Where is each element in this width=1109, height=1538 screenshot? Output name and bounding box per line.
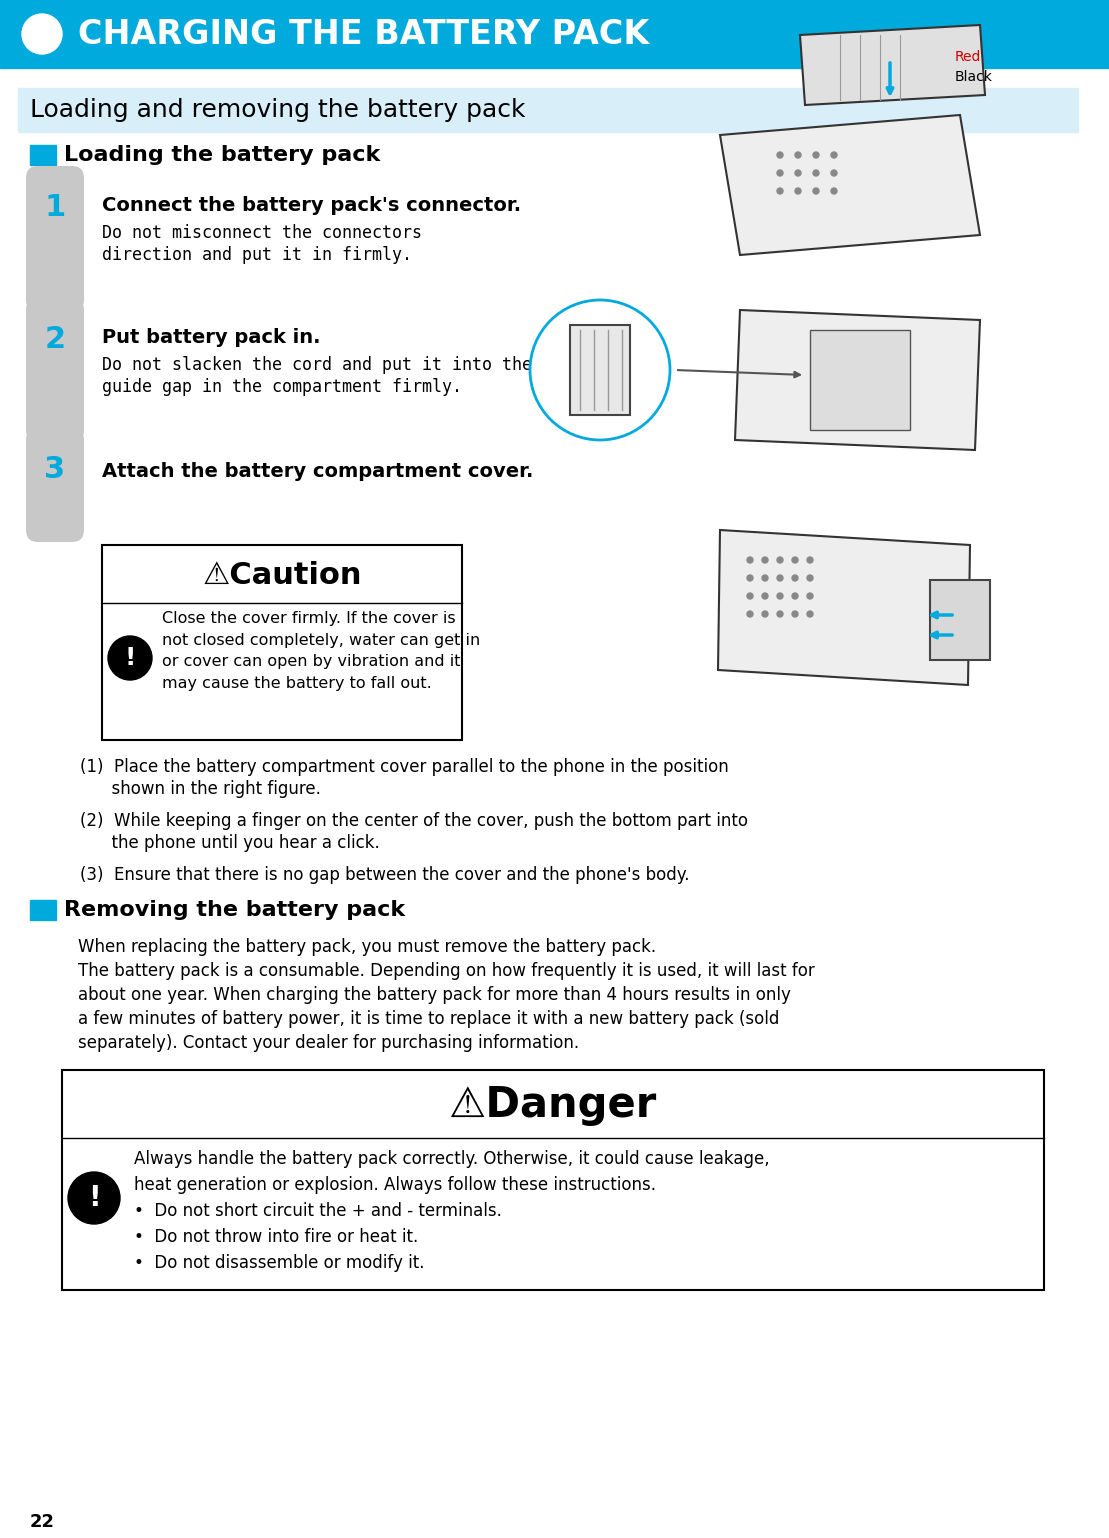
Text: direction and put it in firmly.: direction and put it in firmly. xyxy=(102,246,413,265)
Text: Always handle the battery pack correctly. Otherwise, it could cause leakage,: Always handle the battery pack correctly… xyxy=(134,1150,770,1167)
Text: •  Do not disassemble or modify it.: • Do not disassemble or modify it. xyxy=(134,1253,425,1272)
Polygon shape xyxy=(735,311,980,451)
Text: Red: Red xyxy=(955,51,981,65)
Text: Do not slacken the cord and put it into the: Do not slacken the cord and put it into … xyxy=(102,355,532,374)
Circle shape xyxy=(792,575,798,581)
Text: heat generation or explosion. Always follow these instructions.: heat generation or explosion. Always fol… xyxy=(134,1177,657,1193)
Polygon shape xyxy=(720,115,980,255)
Polygon shape xyxy=(718,531,970,684)
Circle shape xyxy=(777,575,783,581)
Text: (1)  Place the battery compartment cover parallel to the phone in the position: (1) Place the battery compartment cover … xyxy=(80,758,729,777)
Circle shape xyxy=(831,188,837,194)
Text: 1: 1 xyxy=(44,194,65,223)
Circle shape xyxy=(777,594,783,598)
Circle shape xyxy=(777,188,783,194)
Text: 2: 2 xyxy=(44,326,65,354)
FancyBboxPatch shape xyxy=(26,298,84,441)
Text: Loading the battery pack: Loading the battery pack xyxy=(64,145,380,165)
Bar xyxy=(0,0,1109,68)
Circle shape xyxy=(762,611,769,617)
Circle shape xyxy=(68,1172,120,1224)
Circle shape xyxy=(792,594,798,598)
Text: Put battery pack in.: Put battery pack in. xyxy=(102,328,321,348)
Bar xyxy=(18,88,1078,132)
Circle shape xyxy=(813,171,820,175)
Circle shape xyxy=(795,188,801,194)
Text: (2)  While keeping a finger on the center of the cover, push the bottom part int: (2) While keeping a finger on the center… xyxy=(80,812,747,831)
Circle shape xyxy=(792,611,798,617)
Text: about one year. When charging the battery pack for more than 4 hours results in : about one year. When charging the batter… xyxy=(78,986,791,1004)
Circle shape xyxy=(762,575,769,581)
Circle shape xyxy=(747,611,753,617)
Text: Attach the battery compartment cover.: Attach the battery compartment cover. xyxy=(102,461,533,481)
Text: (3)  Ensure that there is no gap between the cover and the phone's body.: (3) Ensure that there is no gap between … xyxy=(80,866,690,884)
Text: shown in the right figure.: shown in the right figure. xyxy=(80,780,321,798)
Circle shape xyxy=(813,152,820,158)
Text: !: ! xyxy=(88,1184,100,1212)
Circle shape xyxy=(762,594,769,598)
Circle shape xyxy=(530,300,670,440)
Polygon shape xyxy=(800,25,985,105)
Circle shape xyxy=(22,14,62,54)
Text: When replacing the battery pack, you must remove the battery pack.: When replacing the battery pack, you mus… xyxy=(78,938,657,957)
Text: The battery pack is a consumable. Depending on how frequently it is used, it wil: The battery pack is a consumable. Depend… xyxy=(78,961,815,980)
FancyBboxPatch shape xyxy=(26,428,84,541)
Text: Removing the battery pack: Removing the battery pack xyxy=(64,900,405,920)
Circle shape xyxy=(807,575,813,581)
Circle shape xyxy=(795,171,801,175)
Circle shape xyxy=(807,557,813,563)
Circle shape xyxy=(807,594,813,598)
Text: Do not misconnect the connectors: Do not misconnect the connectors xyxy=(102,225,423,241)
Text: 3: 3 xyxy=(44,455,65,484)
Text: •  Do not short circuit the + and - terminals.: • Do not short circuit the + and - termi… xyxy=(134,1203,502,1220)
Circle shape xyxy=(813,188,820,194)
Text: a few minutes of battery power, it is time to replace it with a new battery pack: a few minutes of battery power, it is ti… xyxy=(78,1010,780,1027)
Text: CHARGING THE BATTERY PACK: CHARGING THE BATTERY PACK xyxy=(78,17,649,51)
Circle shape xyxy=(747,557,753,563)
Text: •  Do not throw into fire or heat it.: • Do not throw into fire or heat it. xyxy=(134,1227,418,1246)
Text: ⚠Danger: ⚠Danger xyxy=(449,1084,658,1126)
Bar xyxy=(102,544,462,740)
Circle shape xyxy=(792,557,798,563)
Bar xyxy=(570,325,630,415)
Bar xyxy=(810,331,910,431)
Circle shape xyxy=(747,575,753,581)
Text: ⚠Caution: ⚠Caution xyxy=(202,560,362,589)
Text: the phone until you hear a click.: the phone until you hear a click. xyxy=(80,834,379,852)
Text: Black: Black xyxy=(955,71,993,85)
Bar xyxy=(62,1070,1044,1290)
Text: Loading and removing the battery pack: Loading and removing the battery pack xyxy=(30,98,526,122)
Text: guide gap in the compartment firmly.: guide gap in the compartment firmly. xyxy=(102,378,462,395)
Circle shape xyxy=(777,152,783,158)
FancyBboxPatch shape xyxy=(26,166,84,312)
Bar xyxy=(30,900,55,920)
Circle shape xyxy=(777,171,783,175)
Text: !: ! xyxy=(124,646,135,671)
Circle shape xyxy=(762,557,769,563)
Text: 22: 22 xyxy=(30,1513,55,1530)
Circle shape xyxy=(747,594,753,598)
Bar xyxy=(30,145,55,165)
Text: separately). Contact your dealer for purchasing information.: separately). Contact your dealer for pur… xyxy=(78,1034,579,1052)
Circle shape xyxy=(777,611,783,617)
Text: Close the cover firmly. If the cover is
not closed completely, water can get in
: Close the cover firmly. If the cover is … xyxy=(162,611,480,691)
Circle shape xyxy=(777,557,783,563)
Circle shape xyxy=(831,171,837,175)
Circle shape xyxy=(831,152,837,158)
Circle shape xyxy=(108,637,152,680)
Circle shape xyxy=(795,152,801,158)
Text: Connect the battery pack's connector.: Connect the battery pack's connector. xyxy=(102,195,521,215)
Circle shape xyxy=(807,611,813,617)
Bar xyxy=(930,580,990,660)
